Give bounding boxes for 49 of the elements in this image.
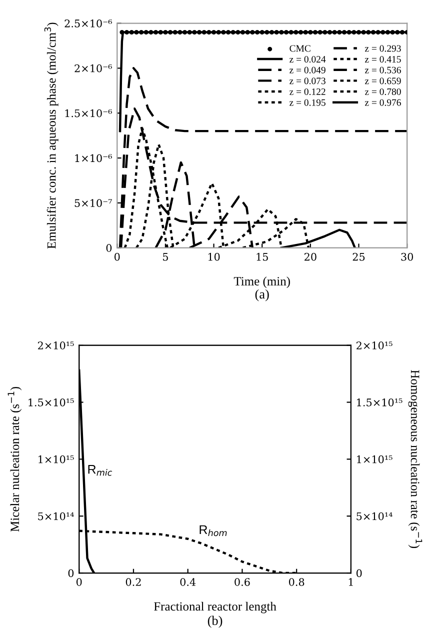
legend-label: z = 0.415 bbox=[364, 56, 401, 63]
y-tick-label: 5×10⁻⁷ bbox=[74, 199, 112, 208]
y-tick-label: 2×10¹⁵ bbox=[38, 342, 74, 350]
legend-label: z = 0.659 bbox=[364, 78, 401, 84]
y2-tick-label: 5×10¹⁴ bbox=[356, 512, 392, 520]
legend-label: z = 0.073 bbox=[290, 78, 326, 84]
x-tick-label: 30 bbox=[401, 252, 414, 261]
y-tick-label: 2.5×10⁻⁶ bbox=[64, 20, 112, 28]
annotation: R$_{mic}$ bbox=[88, 465, 112, 476]
y2-tick-label: 1×10¹⁵ bbox=[357, 455, 392, 464]
x-tick-label: 5 bbox=[163, 253, 168, 261]
x-tick-label: 0.2 bbox=[126, 578, 141, 586]
x-tick-label: 0.6 bbox=[234, 578, 250, 586]
y-tick-label: 5×10¹⁴ bbox=[38, 512, 74, 520]
y-tick-label: 0 bbox=[68, 569, 74, 578]
y-axis-title: Emulsifier conc. in aqueous phase (mol/cm$^{3}$) bbox=[44, 22, 58, 249]
x-tick-label: 0 bbox=[114, 252, 120, 261]
y-tick-label: 1×10¹⁵ bbox=[38, 455, 74, 464]
text: (b) bbox=[208, 616, 222, 628]
legend-label: z = 0.049 bbox=[290, 66, 326, 74]
y-tick-label: 2×10⁻⁶ bbox=[74, 64, 112, 72]
y2-tick-label: 0 bbox=[356, 569, 362, 578]
x-tick-label: 10 bbox=[208, 252, 220, 261]
legend-label: z = 0.536 bbox=[364, 66, 401, 74]
x-tick-label: 15 bbox=[256, 252, 268, 261]
x-axis-title: Fractional reactor length bbox=[154, 602, 276, 614]
y-tick-label: 1×10⁻⁶ bbox=[75, 154, 112, 162]
y2-tick-label: 2×10¹⁵ bbox=[356, 342, 392, 350]
annotation: R$_{hom}$ bbox=[200, 525, 227, 536]
y-tick-label: 1.5×10⁻⁶ bbox=[65, 109, 112, 118]
legend-label: z = 0.024 bbox=[290, 56, 326, 63]
legend-label: z = 0.122 bbox=[290, 88, 326, 96]
x-tick-label: 1 bbox=[348, 578, 353, 586]
y-axis-title: Micelar nucleation rate (s$^{−1}$) bbox=[8, 386, 22, 532]
y2-axis-title: Homogeneous nucleation rate (s$^{−1}$) bbox=[408, 370, 422, 548]
legend-label: z = 0.293 bbox=[364, 45, 401, 52]
text: (a) bbox=[255, 289, 269, 302]
legend-label: CMC bbox=[290, 45, 310, 52]
y-tick-label: 0 bbox=[106, 244, 112, 252]
legend-label: z = 0.195 bbox=[290, 99, 326, 106]
x-axis-title: Time (min) bbox=[234, 276, 290, 288]
x-tick-label: 20 bbox=[304, 252, 316, 261]
x-tick-label: 0.4 bbox=[180, 578, 196, 586]
y-tick-label: 1.5×10¹⁵ bbox=[28, 398, 74, 406]
x-tick-label: 0.8 bbox=[288, 578, 304, 586]
y2-tick-label: 1.5×10¹⁵ bbox=[357, 398, 402, 406]
legend-label: z = 0.976 bbox=[364, 99, 401, 106]
x-tick-label: 25 bbox=[352, 252, 365, 261]
legend-label: z = 0.780 bbox=[364, 88, 401, 96]
